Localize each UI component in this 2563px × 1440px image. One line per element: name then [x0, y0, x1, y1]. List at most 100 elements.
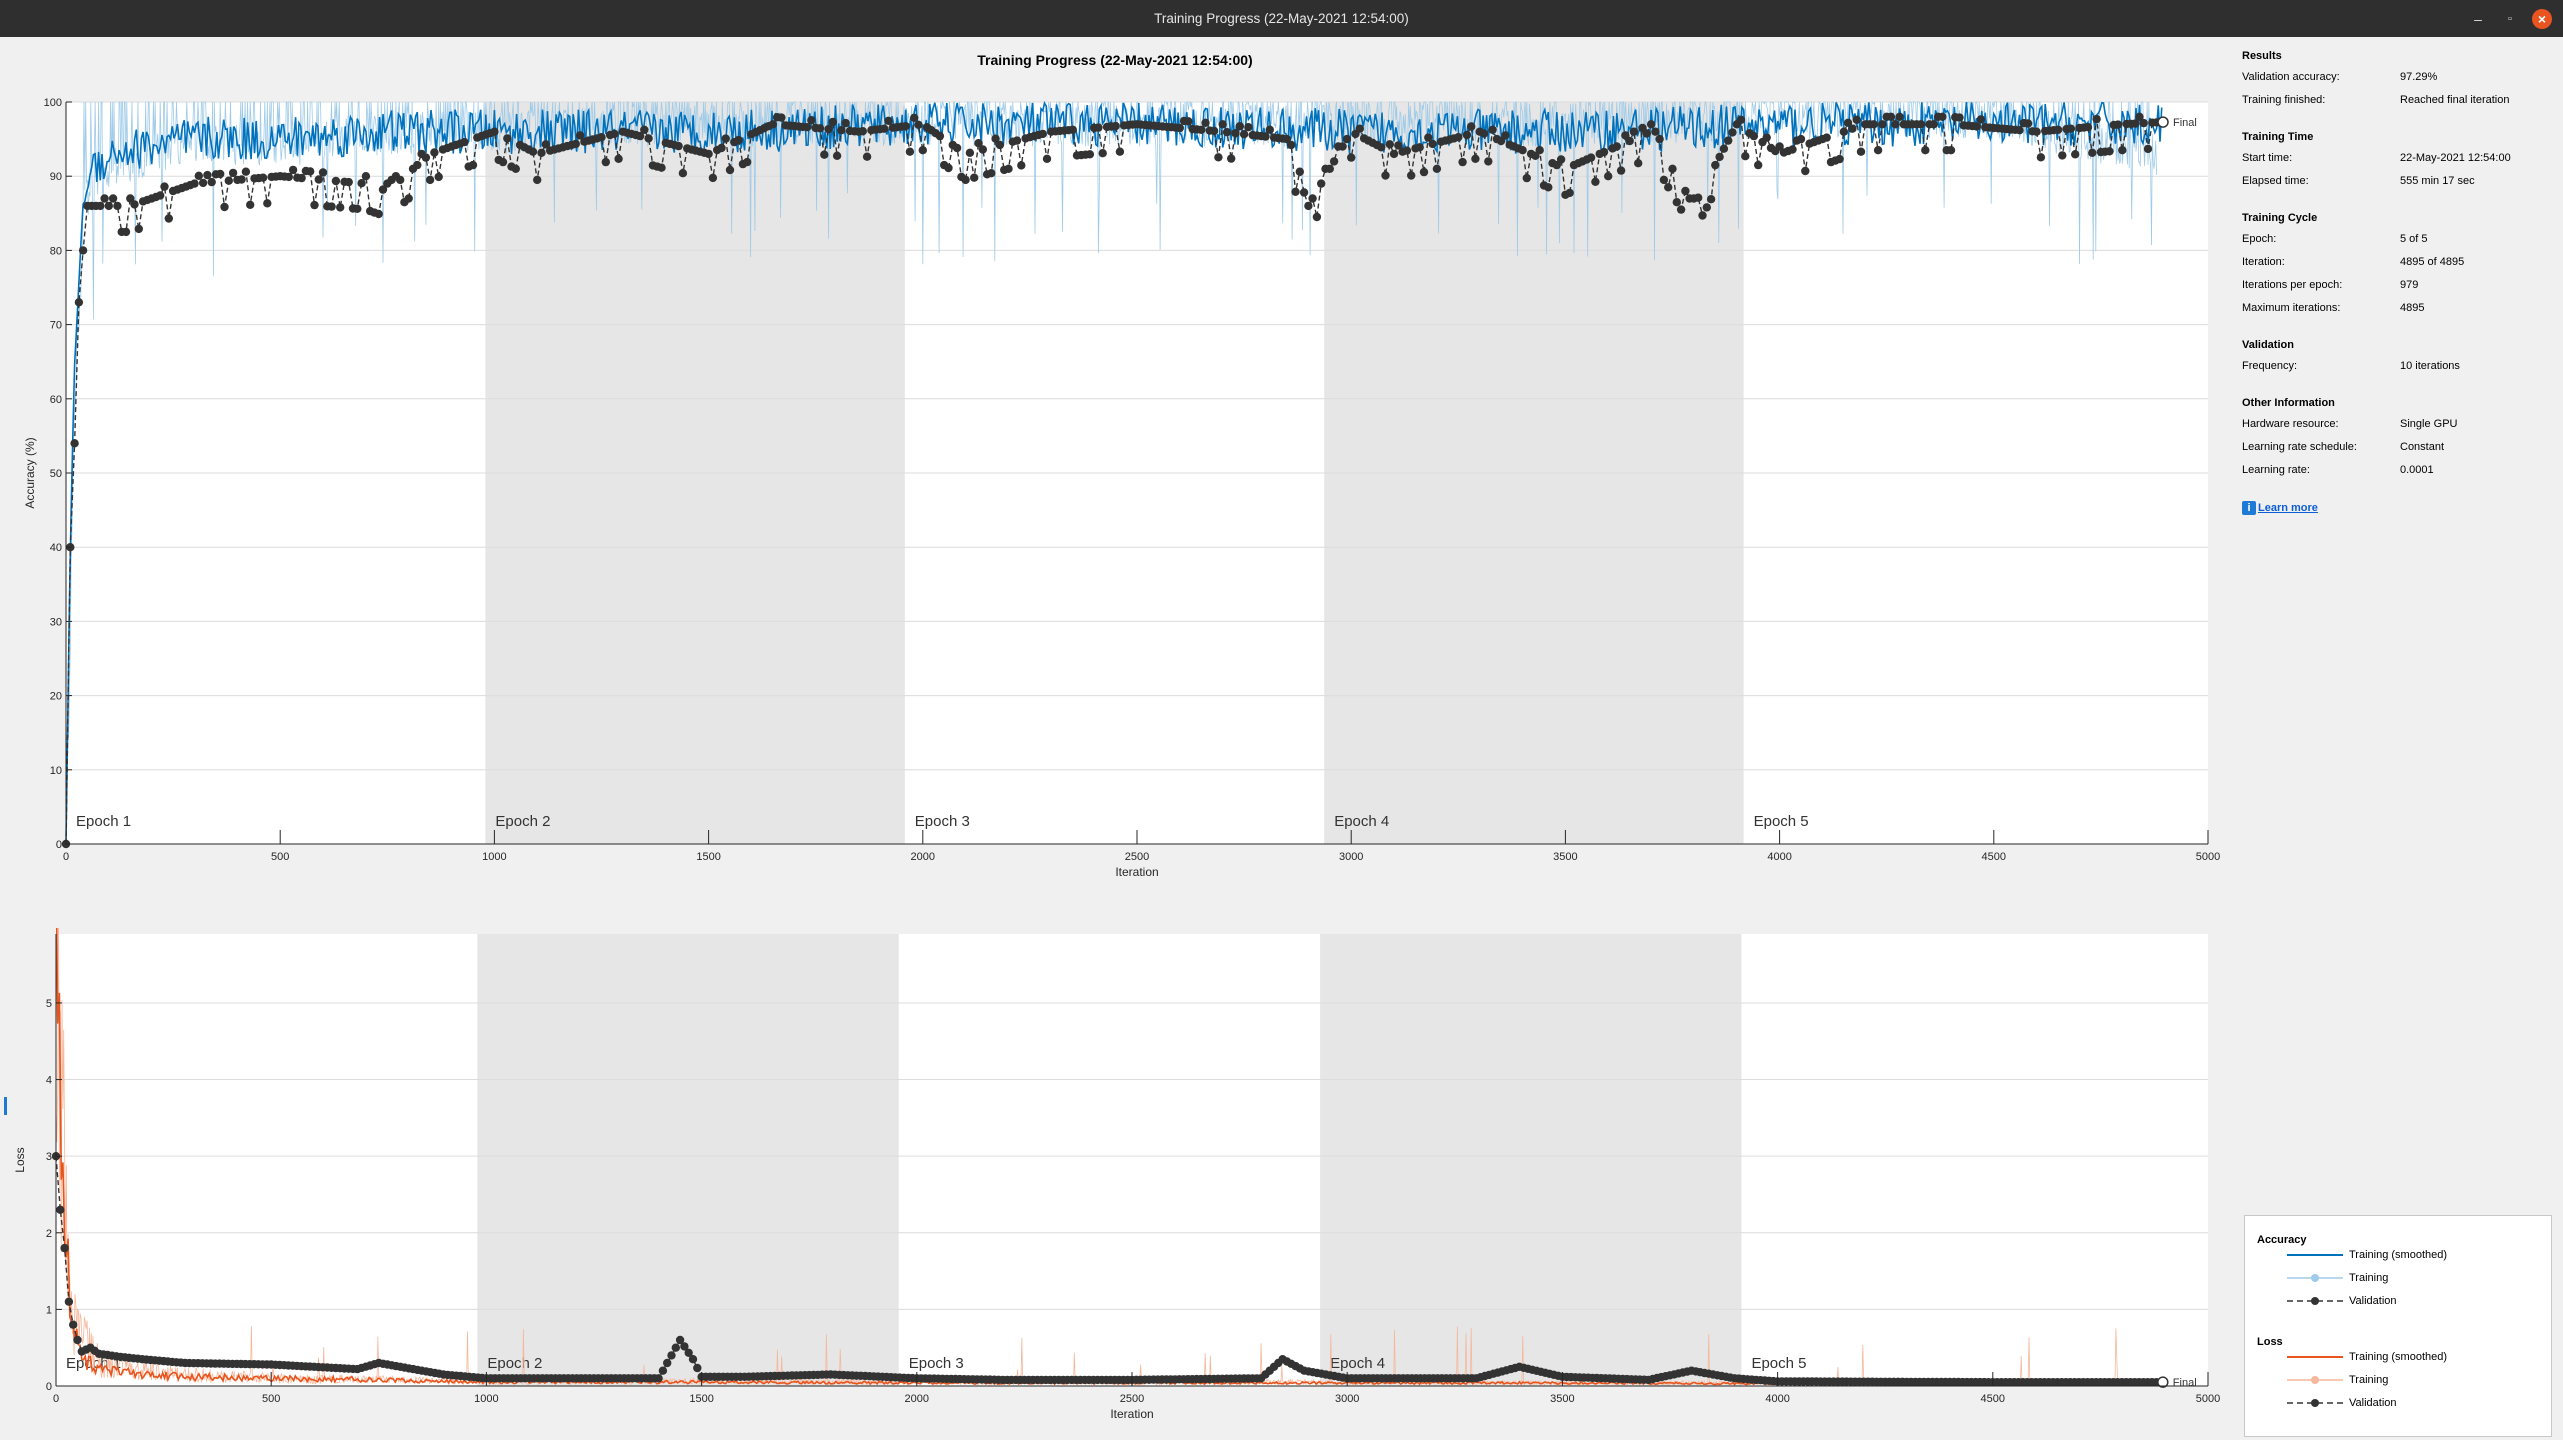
- info-row: Iteration: 4895 of 4895: [2242, 256, 2542, 279]
- validation-point: [78, 246, 88, 255]
- close-icon[interactable]: ×: [2532, 9, 2552, 29]
- legend-entry: Training: [2349, 1272, 2389, 1284]
- validation-point: [434, 172, 443, 182]
- info-label: Learning rate:: [2242, 464, 2310, 476]
- validation-point: [1604, 172, 1613, 181]
- validation-point: [1295, 167, 1305, 176]
- validation-point: [533, 175, 542, 185]
- validation-point: [768, 120, 778, 129]
- validation-point: [901, 122, 910, 131]
- info-row: Learning rate: 0.0001: [2242, 464, 2542, 487]
- validation-point: [246, 200, 255, 209]
- validation-point: [961, 175, 970, 185]
- validation-point: [1488, 125, 1497, 134]
- x-tick-label: 1000: [482, 851, 506, 863]
- info-row: Validation accuracy: 97.29%: [2242, 71, 2542, 94]
- epoch-shade: [1320, 934, 1742, 1386]
- validation-point: [610, 129, 619, 139]
- validation-point: [991, 134, 1000, 143]
- info-value: 0.0001: [2400, 464, 2434, 476]
- learn-more-link[interactable]: Learn more: [2258, 502, 2318, 514]
- validation-point: [104, 201, 114, 211]
- validation-point: [60, 1243, 69, 1253]
- validation-point: [1299, 188, 1309, 197]
- validation-point: [498, 157, 508, 167]
- validation-point: [734, 135, 743, 145]
- validation-point: [1646, 120, 1656, 129]
- epoch-label: Epoch 4: [1334, 813, 1389, 830]
- y-tick-label: 70: [50, 320, 62, 332]
- validation-point: [1175, 123, 1185, 133]
- validation-point: [2118, 146, 2127, 155]
- section-title: Training Cycle: [2242, 212, 2318, 224]
- validation-point: [1012, 136, 1022, 145]
- info-value: 979: [2400, 279, 2419, 291]
- info-row: Maximum iterations: 4895: [2242, 302, 2542, 325]
- validation-point: [1634, 159, 1643, 168]
- legend-swatch-acc-training: [2287, 1274, 2343, 1282]
- maximize-icon[interactable]: ▫: [2508, 13, 2512, 25]
- validation-point: [1676, 205, 1686, 214]
- validation-point: [1218, 120, 1227, 129]
- validation-point: [1458, 157, 1467, 167]
- info-row: Start time: 22-May-2021 12:54:00: [2242, 152, 2542, 175]
- x-tick-label: 2000: [905, 1393, 929, 1405]
- section-title: Validation: [2242, 339, 2294, 351]
- validation-point: [1736, 115, 1746, 124]
- validation-point: [1668, 164, 1677, 173]
- plot-title: Training Progress (22-May-2021 12:54:00): [977, 52, 1253, 68]
- info-value: 4895 of 4895: [2400, 256, 2465, 268]
- validation-point: [1428, 139, 1437, 149]
- validation-point: [880, 124, 889, 133]
- validation-point: [635, 131, 645, 141]
- legend-swatch-loss-validation: [2287, 1399, 2343, 1407]
- validation-point: [1535, 146, 1544, 155]
- validation-point: [100, 194, 109, 203]
- info-row: Hardware resource: Single GPU: [2242, 418, 2542, 441]
- info-label: Elapsed time:: [2242, 175, 2309, 187]
- validation-point: [216, 169, 225, 179]
- validation-point: [2032, 127, 2041, 136]
- validation-point: [2053, 125, 2063, 134]
- training-smoothed-line: [65, 100, 2163, 845]
- validation-point: [704, 149, 713, 159]
- validation-point: [134, 224, 143, 234]
- validation-point: [297, 173, 306, 183]
- legend-entry: Validation: [2349, 1295, 2397, 1307]
- validation-point: [725, 165, 735, 175]
- validation-point: [1484, 157, 1493, 166]
- validation-point: [1407, 171, 1416, 180]
- other-information-section: Other Information Hardware resource: Sing…: [2242, 397, 2542, 487]
- validation-point: [2036, 153, 2046, 162]
- window-title: Training Progress (22-May-2021 12:54:00): [1154, 11, 1409, 26]
- validation-point: [1976, 115, 1986, 124]
- validation-point: [1629, 127, 1639, 136]
- validation-point: [258, 173, 268, 182]
- validation-point: [658, 1366, 668, 1375]
- validation-point: [357, 179, 366, 188]
- validation-point: [396, 175, 405, 185]
- x-tick-label: 500: [262, 1393, 280, 1405]
- validation-point: [1822, 133, 1831, 142]
- validation-point: [644, 134, 653, 143]
- validation-point: [1796, 134, 1806, 144]
- validation-point: [56, 1205, 65, 1214]
- validation-point: [1694, 193, 1703, 202]
- minimize-icon[interactable]: –: [2474, 11, 2482, 27]
- validation-point: [684, 1348, 693, 1357]
- validation-point: [1402, 146, 1412, 155]
- validation-point: [1287, 140, 1296, 150]
- validation-point: [1754, 160, 1763, 170]
- validation-point: [1432, 164, 1442, 173]
- validation-point: [1616, 166, 1626, 175]
- info-row: Iterations per epoch: 979: [2242, 279, 2542, 302]
- validation-point: [1394, 141, 1403, 150]
- validation-point: [935, 131, 945, 141]
- x-tick-label: 3500: [1550, 1393, 1574, 1405]
- validation-point: [654, 1374, 663, 1383]
- validation-point: [121, 227, 131, 237]
- validation-point: [336, 203, 345, 212]
- info-value: Reached final iteration: [2400, 94, 2510, 106]
- y-tick-label: 4: [46, 1075, 52, 1087]
- validation-point: [108, 194, 118, 203]
